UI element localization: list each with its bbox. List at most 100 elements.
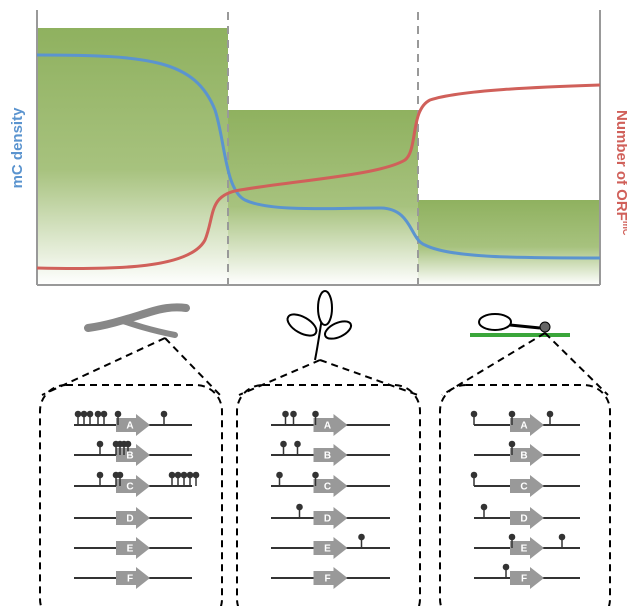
gene-label: C — [324, 482, 331, 493]
zoom-line — [41, 337, 166, 396]
panels: A B C D E F A B C D E F A B C D E F — [39, 332, 611, 606]
methylation-site — [276, 471, 283, 479]
methylation-site — [124, 440, 132, 448]
gene-label: B — [324, 451, 331, 462]
gene-arrow — [116, 567, 150, 589]
zoom-line — [319, 359, 419, 396]
gene-arrow — [510, 537, 544, 559]
methylation-site — [114, 410, 122, 418]
methylation-site — [508, 440, 516, 448]
sporocarp-stem — [314, 317, 323, 361]
zoom-line — [238, 359, 321, 396]
gene-label: F — [127, 574, 133, 585]
spore-icon — [478, 313, 512, 331]
region-bar — [418, 200, 600, 285]
sporocarp-icon — [323, 320, 353, 340]
gene-label: A — [520, 421, 527, 432]
methylation-site — [74, 410, 82, 418]
methylation-site — [358, 533, 365, 541]
methylation-site — [282, 410, 289, 418]
icons — [84, 290, 570, 361]
zoom-line — [164, 337, 221, 396]
mycelium-icon — [117, 317, 178, 338]
gene-label: A — [324, 421, 331, 432]
methylation-site — [280, 440, 287, 448]
methylation-site — [508, 533, 516, 541]
methylation-site — [502, 563, 510, 571]
gene-arrow — [313, 444, 348, 466]
gene-arrow — [510, 414, 544, 436]
sporocarp-icon — [286, 313, 318, 337]
gene-label: B — [126, 451, 133, 462]
plot: mC density Number of ORFmC — [9, 10, 627, 286]
gene-arrow — [510, 444, 544, 466]
region-bar — [228, 110, 418, 285]
gene-label: C — [126, 482, 133, 493]
methylation-site — [296, 503, 303, 511]
gene-arrow — [510, 507, 544, 529]
gene-arrow — [313, 567, 348, 589]
appressorium — [539, 321, 551, 333]
gene-arrow — [510, 475, 544, 497]
methylation-site — [470, 410, 478, 418]
methylation-site — [508, 410, 516, 418]
gene-arrow — [116, 475, 150, 497]
methylation-site — [558, 533, 566, 541]
methylation-site — [480, 503, 488, 511]
gene-label: F — [521, 574, 527, 585]
orf-count-curve — [36, 83, 601, 271]
gene-label: B — [520, 451, 527, 462]
methylation-site — [160, 410, 168, 418]
gene-label: D — [324, 514, 331, 525]
methylation-site — [96, 440, 104, 448]
methylation-site — [86, 410, 94, 418]
methylation-site — [186, 471, 194, 479]
gene-arrow — [510, 567, 544, 589]
methylation-site — [116, 471, 124, 479]
gene-label: A — [126, 421, 133, 432]
methylation-site — [470, 471, 478, 479]
gene-label: D — [126, 514, 133, 525]
zoom-line — [441, 332, 546, 396]
gene-label: C — [520, 482, 527, 493]
gene-label: D — [520, 514, 527, 525]
left-axis-label: mC density — [9, 107, 26, 189]
zoom-box — [236, 384, 421, 606]
methylation-site — [192, 471, 200, 479]
sporocarp-icon — [317, 290, 333, 326]
zoom-line — [544, 332, 609, 396]
methylation-site — [294, 440, 301, 448]
gene-arrow — [116, 507, 150, 529]
gene-arrow — [313, 537, 348, 559]
gene-arrow — [313, 414, 348, 436]
gene-arrow — [116, 414, 150, 436]
region-bar — [37, 28, 228, 285]
methylation-site — [312, 471, 319, 479]
gene-arrow — [116, 537, 150, 559]
gene-arrow — [313, 475, 348, 497]
methylation-site — [546, 410, 554, 418]
methylation-site — [312, 410, 319, 418]
methylation-site — [100, 410, 108, 418]
gene-label: E — [127, 544, 134, 555]
methylation-site — [168, 471, 176, 479]
gene-label: E — [521, 544, 528, 555]
gene-label: E — [324, 544, 331, 555]
methylation-site — [94, 410, 102, 418]
right-axis-label: Number of ORFmC — [613, 110, 627, 236]
right-axis-label-text: Number of ORF — [613, 110, 627, 221]
methylation-site — [96, 471, 104, 479]
mycelium-icon — [84, 303, 190, 332]
zoom-box — [439, 384, 611, 606]
gene-label: F — [324, 574, 330, 585]
methylation-site — [180, 471, 188, 479]
methylation-site — [290, 410, 297, 418]
mc-density-curve — [36, 53, 601, 260]
zoom-box — [39, 384, 223, 606]
germ-tube — [509, 323, 541, 330]
gene-arrow — [313, 507, 348, 529]
methylation-site — [174, 471, 182, 479]
right-axis-label-sup: mC — [621, 221, 627, 236]
methylation-site — [80, 410, 88, 418]
